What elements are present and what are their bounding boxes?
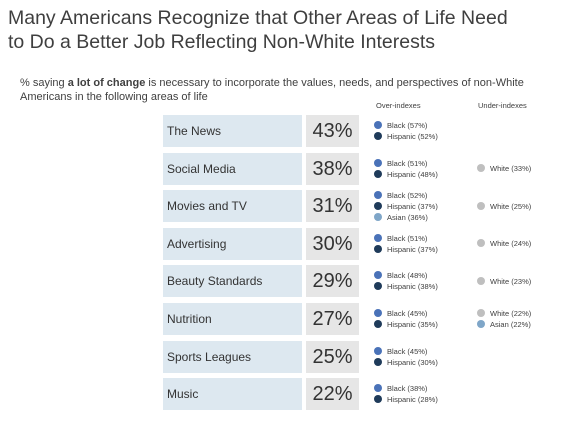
- index-entry: Asian (22%): [477, 319, 531, 330]
- index-dot: [374, 384, 382, 393]
- index-entry: White (24%): [477, 238, 531, 249]
- subtitle: % saying a lot of change is necessary to…: [20, 76, 550, 104]
- index-dot: [374, 395, 382, 404]
- index-entry: Asian (36%): [374, 212, 428, 223]
- index-text: Black (57%): [387, 121, 428, 130]
- index-entry: Hispanic (30%): [374, 357, 438, 368]
- title-line: Many Americans Recognize that Other Area…: [8, 7, 508, 29]
- row-value: 30%: [306, 227, 359, 260]
- index-text: Hispanic (35%): [387, 320, 438, 329]
- row-label: Movies and TV: [163, 190, 302, 223]
- index-dot: [374, 346, 382, 355]
- index-entry: Black (45%): [374, 308, 427, 319]
- index-entry: Black (48%): [374, 270, 427, 281]
- index-dot: [374, 357, 382, 366]
- title-line: to Do a Better Job Reflecting Non-White …: [8, 31, 436, 53]
- index-text: Hispanic (37%): [387, 201, 438, 211]
- index-text: Black (45%): [387, 309, 428, 318]
- row-label: Nutrition: [163, 303, 302, 335]
- row-value: 38%: [306, 152, 359, 185]
- row-value: 29%: [306, 265, 359, 298]
- index-text: White (22%): [490, 309, 532, 318]
- index-text: Black (38%): [387, 384, 428, 394]
- row-value: 43%: [306, 115, 359, 147]
- subtitle-text: % saying: [20, 77, 68, 89]
- index-dot: [374, 244, 382, 253]
- index-dot: [374, 121, 382, 129]
- index-entry: Hispanic (37%): [374, 244, 438, 255]
- index-dot: [477, 164, 485, 173]
- index-dot: [477, 201, 485, 210]
- title: Many Americans Recognize that Other Area…: [8, 6, 508, 54]
- row-value: 31%: [306, 190, 359, 223]
- index-entry: Black (51%): [374, 233, 427, 244]
- index-dot: [477, 309, 485, 317]
- index-dot: [374, 233, 382, 242]
- index-entry: Hispanic (38%): [374, 281, 438, 292]
- index-text: White (33%): [490, 164, 532, 174]
- index-text: Black (45%): [387, 346, 428, 356]
- index-text: Hispanic (30%): [387, 357, 438, 367]
- index-dot: [374, 190, 382, 199]
- index-dot: [477, 239, 485, 248]
- index-dot: [374, 132, 382, 140]
- index-entry: Black (45%): [374, 346, 427, 357]
- index-dot: [374, 282, 382, 291]
- row-label: The News: [163, 115, 302, 147]
- index-text: Black (52%): [387, 190, 428, 200]
- index-text: Black (48%): [387, 271, 428, 281]
- subtitle-text: is necessary to incorporate the values, …: [20, 77, 524, 103]
- row-label: Beauty Standards: [163, 265, 302, 298]
- subtitle-bold: a lot of change: [67, 77, 146, 89]
- row-value: 22%: [306, 378, 359, 411]
- index-text: Black (51%): [387, 158, 428, 168]
- index-dot: [374, 169, 382, 178]
- index-entry: White (33%): [477, 163, 531, 174]
- index-dot: [374, 158, 382, 167]
- row-label: Sports Leagues: [163, 340, 302, 373]
- index-entry: White (25%): [477, 201, 531, 212]
- column-header: Under-indexes: [478, 101, 527, 110]
- index-entry: White (22%): [477, 308, 531, 319]
- index-text: White (25%): [490, 201, 532, 211]
- index-text: Black (51%): [387, 233, 428, 243]
- index-dot: [374, 320, 382, 328]
- index-entry: Black (52%): [374, 190, 427, 201]
- index-entry: Hispanic (48%): [374, 169, 438, 180]
- index-text: White (23%): [490, 276, 532, 286]
- index-dot: [477, 320, 485, 328]
- index-entry: White (23%): [477, 276, 531, 287]
- index-text: Hispanic (48%): [387, 169, 438, 179]
- index-entry: Hispanic (52%): [374, 131, 438, 142]
- index-entry: Black (51%): [374, 158, 427, 169]
- index-dot: [374, 212, 382, 221]
- index-entry: Hispanic (35%): [374, 319, 438, 330]
- row-label: Advertising: [163, 227, 302, 260]
- row-label: Social Media: [163, 152, 302, 185]
- row-label: Music: [163, 378, 302, 411]
- index-text: Hispanic (38%): [387, 282, 438, 292]
- index-entry: Black (38%): [374, 383, 427, 394]
- index-dot: [374, 201, 382, 210]
- index-text: Asian (22%): [490, 320, 531, 329]
- index-dot: [374, 271, 382, 280]
- index-text: White (24%): [490, 239, 532, 249]
- column-header: Over-indexes: [376, 101, 421, 110]
- row-value: 25%: [306, 340, 359, 373]
- index-dot: [477, 276, 485, 285]
- index-text: Hispanic (28%): [387, 395, 438, 405]
- index-text: Asian (36%): [387, 212, 428, 222]
- index-entry: Hispanic (37%): [374, 201, 438, 212]
- index-entry: Black (57%): [374, 120, 427, 131]
- row-value: 27%: [306, 303, 359, 335]
- index-text: Hispanic (52%): [387, 132, 438, 141]
- index-entry: Hispanic (28%): [374, 394, 438, 405]
- index-dot: [374, 309, 382, 317]
- index-text: Hispanic (37%): [387, 244, 438, 254]
